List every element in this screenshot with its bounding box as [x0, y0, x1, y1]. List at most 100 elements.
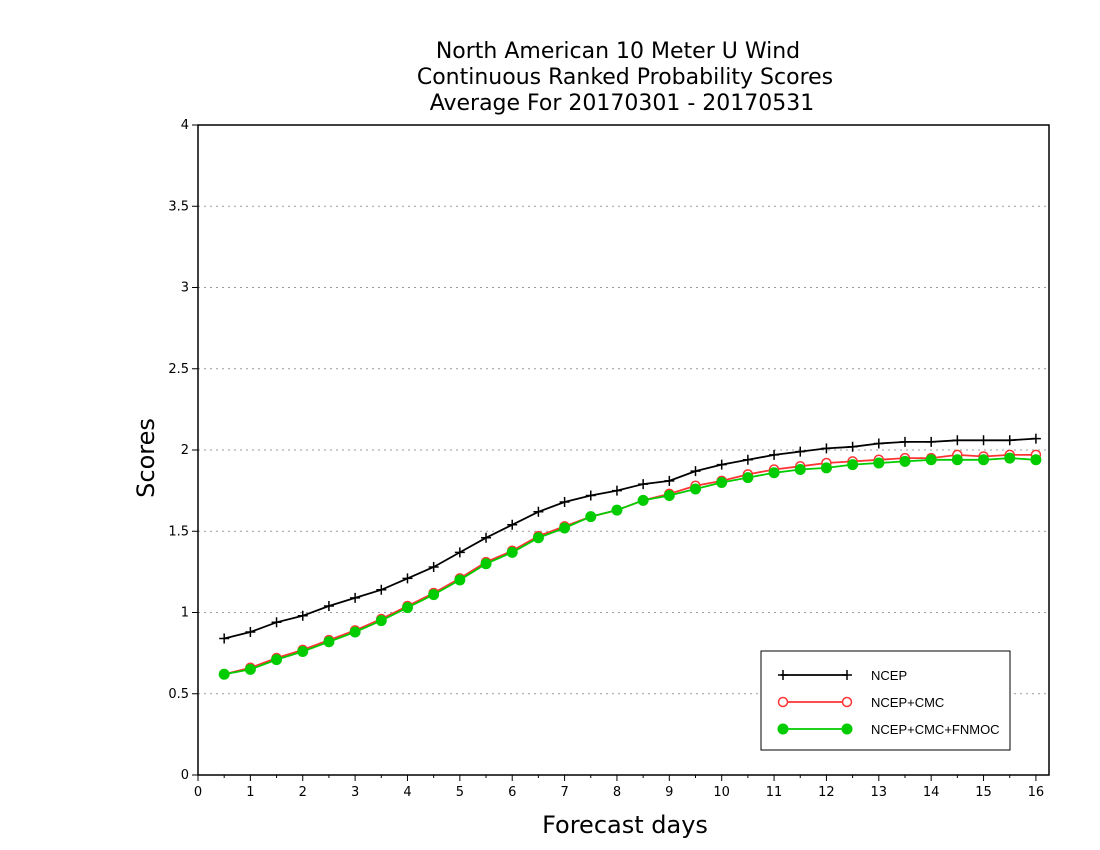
legend-label: NCEP+CMC+FNMOC — [871, 722, 1000, 737]
data-point-ncep-cmc-fnmoc — [428, 589, 440, 601]
data-point-ncep — [559, 497, 570, 507]
x-tick-label: 9 — [665, 785, 673, 800]
x-tick-label: 12 — [818, 785, 835, 800]
y-tick-label: 1 — [181, 606, 189, 621]
legend-marker-end — [841, 723, 853, 735]
data-point-ncep — [1004, 435, 1015, 446]
data-point-ncep-cmc-fnmoc — [794, 464, 806, 475]
data-point-ncep — [611, 485, 622, 496]
data-point-ncep-cmc-fnmoc — [925, 454, 937, 466]
data-point-ncep-cmc-fnmoc — [899, 455, 911, 467]
data-point-ncep-cmc-fnmoc — [663, 490, 675, 501]
legend-item-ncep-cmc-fnmoc: NCEP+CMC+FNMOC — [777, 722, 1000, 737]
y-tick-label: 1.5 — [168, 524, 189, 539]
data-point-ncep — [926, 436, 937, 447]
title-line-1: North American 10 Meter U Wind — [436, 39, 800, 64]
legend-marker-start — [778, 670, 788, 680]
legend-label: NCEP+CMC — [871, 695, 944, 710]
x-tick-label: 2 — [299, 785, 307, 800]
x-tick-label: 10 — [713, 785, 730, 800]
x-tick-label: 4 — [403, 785, 411, 800]
data-point-ncep-cmc-fnmoc — [637, 494, 649, 506]
data-point-ncep — [742, 454, 753, 465]
data-point-ncep — [585, 490, 596, 501]
data-point-ncep — [454, 547, 465, 558]
data-point-ncep-cmc-fnmoc — [532, 532, 544, 544]
data-point-ncep-cmc-fnmoc — [1004, 452, 1016, 464]
data-point-ncep-cmc-fnmoc — [768, 467, 780, 479]
data-point-ncep — [1030, 433, 1041, 444]
series-ncep-cmc-fnmoc — [218, 452, 1042, 680]
data-point-ncep — [428, 562, 439, 572]
x-tick-label: 3 — [351, 785, 359, 800]
x-tick-label: 6 — [508, 785, 516, 800]
data-point-ncep-cmc-fnmoc — [820, 462, 832, 474]
data-point-ncep — [533, 506, 544, 517]
legend-item-ncep: NCEP — [778, 668, 907, 683]
y-tick-label: 0 — [181, 768, 189, 783]
series-lines — [218, 433, 1042, 680]
data-point-ncep-cmc-fnmoc — [323, 636, 335, 648]
x-tick-label: 1 — [246, 785, 254, 800]
x-tick-label: 0 — [194, 785, 202, 800]
data-point-ncep-cmc-fnmoc — [401, 602, 413, 614]
x-tick-label: 13 — [871, 785, 888, 800]
x-tick-label: 15 — [975, 785, 992, 800]
data-point-ncep — [952, 435, 963, 446]
y-axis-ticks: 0 0.5 1 1.5 2 2.5 3 3.5 4 — [168, 118, 198, 783]
data-point-ncep-cmc-fnmoc — [690, 483, 702, 495]
data-point-ncep — [271, 617, 282, 628]
legend-item-ncep-cmc: NCEP+CMC — [777, 695, 944, 710]
grid-lines — [198, 205, 1049, 695]
chart-title: North American 10 Meter U Wind Continuou… — [417, 39, 833, 116]
data-point-ncep — [664, 475, 675, 486]
data-point-ncep-cmc-fnmoc — [454, 574, 466, 586]
data-point-ncep-cmc-fnmoc — [244, 663, 256, 675]
data-point-ncep — [873, 438, 884, 449]
data-point-ncep — [821, 443, 832, 454]
data-point-ncep-cmc-fnmoc — [951, 454, 963, 466]
x-tick-label: 5 — [456, 785, 464, 800]
data-point-ncep-cmc-fnmoc — [506, 546, 518, 558]
y-axis-label: Scores — [132, 418, 160, 498]
data-point-ncep — [245, 627, 256, 637]
data-point-ncep — [507, 519, 518, 530]
data-point-ncep — [795, 446, 806, 457]
x-axis-label: Forecast days — [542, 811, 708, 839]
title-line-2: Continuous Ranked Probability Scores — [417, 65, 833, 90]
data-point-ncep — [899, 436, 910, 447]
legend-box — [760, 650, 1011, 751]
data-point-ncep — [978, 435, 989, 446]
data-point-ncep — [847, 441, 858, 452]
data-point-ncep-cmc-fnmoc — [611, 504, 623, 516]
y-tick-label: 3.5 — [168, 199, 189, 214]
y-tick-label: 0.5 — [168, 687, 189, 702]
data-point-ncep — [638, 479, 649, 490]
x-tick-label: 7 — [560, 785, 568, 800]
legend-label: NCEP — [871, 668, 907, 683]
y-tick-label: 4 — [181, 118, 189, 133]
data-point-ncep-cmc-fnmoc — [742, 472, 754, 484]
data-point-ncep — [376, 584, 387, 595]
data-point-ncep — [402, 573, 413, 584]
legend-marker-end — [842, 670, 852, 680]
data-point-ncep — [769, 449, 780, 460]
data-point-ncep-cmc-fnmoc — [218, 668, 230, 680]
data-point-ncep — [716, 459, 727, 470]
data-point-ncep-cmc-fnmoc — [375, 615, 387, 627]
legend-marker-end — [841, 696, 853, 708]
x-tick-label: 11 — [766, 785, 783, 800]
data-point-ncep-cmc-fnmoc — [847, 459, 859, 471]
x-tick-label: 14 — [923, 785, 940, 800]
data-point-ncep-cmc-fnmoc — [271, 654, 283, 666]
series-line-ncep — [223, 437, 1036, 640]
data-point-ncep — [219, 633, 230, 644]
y-tick-label: 2 — [181, 443, 189, 458]
y-tick-label: 2.5 — [168, 362, 189, 377]
series-ncep — [219, 433, 1041, 644]
legend-marker-start — [777, 696, 789, 708]
data-point-ncep — [297, 610, 308, 621]
data-point-ncep — [481, 532, 492, 543]
legend-marker-start — [777, 723, 789, 735]
